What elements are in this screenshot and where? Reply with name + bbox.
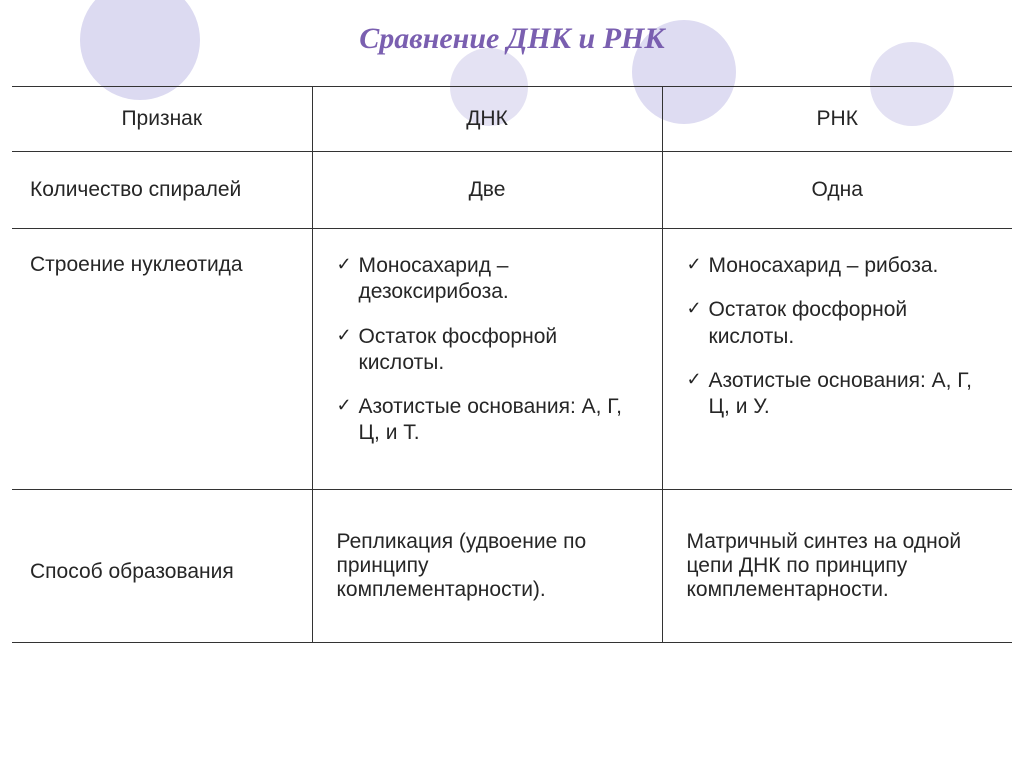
dna-structure-list: Моносахарид – дезоксирибоза. Остаток фос… — [337, 253, 638, 447]
header-col-rna: РНК — [662, 87, 1012, 152]
list-item: Остаток фосфорной кислоты. — [687, 297, 989, 350]
cell-spirals-dna: Две — [312, 152, 662, 229]
header-col-feature: Признак — [12, 87, 312, 152]
cell-method-dna: Репликация (удвоение по принципу комплем… — [312, 489, 662, 642]
header-col-dna: ДНК — [312, 87, 662, 152]
list-item: Азотистые основания: А, Г, Ц, и Т. — [337, 394, 638, 447]
list-item: Азотистые основания: А, Г, Ц, и У. — [687, 368, 989, 421]
page-title: Сравнение ДНК и РНК — [0, 0, 1024, 56]
list-item: Моносахарид – рибоза. — [687, 253, 989, 279]
cell-spirals-rna: Одна — [662, 152, 1012, 229]
comparison-table-wrapper: Признак ДНК РНК Количество спиралей Две … — [0, 56, 1024, 643]
cell-method-rna: Матричный синтез на одной цепи ДНК по пр… — [662, 489, 1012, 642]
table-header-row: Признак ДНК РНК — [12, 87, 1012, 152]
cell-method-label: Способ образования — [12, 489, 312, 642]
comparison-table: Признак ДНК РНК Количество спиралей Две … — [12, 86, 1012, 643]
row-nucleotide-structure: Строение нуклеотида Моносахарид – дезокс… — [12, 229, 1012, 490]
row-spiral-count: Количество спиралей Две Одна — [12, 152, 1012, 229]
row-formation-method: Способ образования Репликация (удвоение … — [12, 489, 1012, 642]
list-item: Остаток фосфорной кислоты. — [337, 324, 638, 377]
cell-spirals-label: Количество спиралей — [12, 152, 312, 229]
cell-structure-label: Строение нуклеотида — [12, 229, 312, 490]
list-item: Моносахарид – дезоксирибоза. — [337, 253, 638, 306]
cell-structure-dna: Моносахарид – дезоксирибоза. Остаток фос… — [312, 229, 662, 490]
cell-structure-rna: Моносахарид – рибоза. Остаток фосфорной … — [662, 229, 1012, 490]
rna-structure-list: Моносахарид – рибоза. Остаток фосфорной … — [687, 253, 989, 420]
